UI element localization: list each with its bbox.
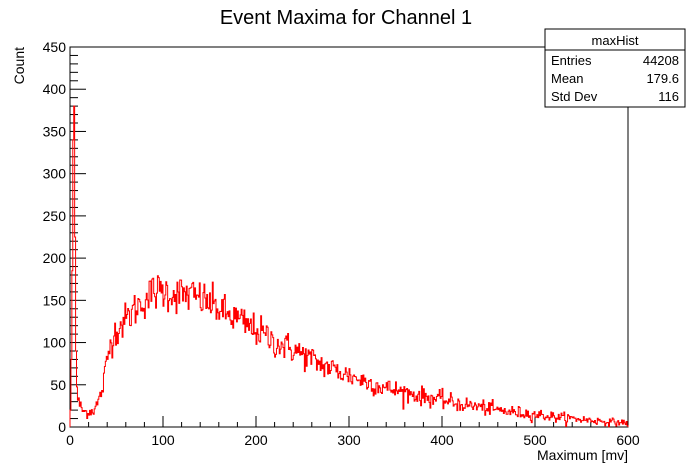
y-tick-label: 0 — [58, 419, 66, 435]
stats-box: maxHist Entries 44208 Mean 179.6 Std Dev… — [544, 28, 686, 108]
x-tick-label: 0 — [66, 432, 74, 448]
x-tick-label: 500 — [523, 432, 547, 448]
y-tick-label: 350 — [43, 123, 67, 139]
y-tick-label: 100 — [43, 335, 67, 351]
chart-title: Event Maxima for Channel 1 — [220, 7, 472, 29]
y-tick-label: 450 — [43, 39, 67, 55]
stats-stddev-value: 116 — [658, 89, 679, 104]
axis-tick-labels: 0 100 200 300 400 500 600 0 50 100 150 200 250 300 350… — [43, 39, 640, 448]
x-axis-label: Maximum [mv] — [537, 447, 628, 463]
stats-entries-label: Entries — [551, 53, 592, 68]
x-tick-label: 100 — [151, 432, 175, 448]
x-tick-label: 600 — [616, 432, 640, 448]
axis-ticks — [69, 46, 629, 428]
x-tick-label: 400 — [430, 432, 454, 448]
stats-mean-value: 179.6 — [646, 71, 679, 86]
stats-box-frame — [544, 28, 686, 108]
stats-stddev-label: Std Dev — [551, 89, 598, 104]
stats-box-title: maxHist — [592, 33, 639, 48]
x-tick-label: 300 — [337, 432, 361, 448]
y-tick-label: 400 — [43, 81, 67, 97]
y-axis-label: Count — [11, 47, 27, 84]
stats-entries-value: 44208 — [643, 53, 679, 68]
histogram-series-line — [69, 105, 629, 428]
y-tick-label: 300 — [43, 166, 67, 182]
stats-mean-label: Mean — [551, 71, 584, 86]
x-tick-label: 200 — [244, 432, 268, 448]
y-tick-label: 50 — [50, 377, 66, 393]
y-tick-label: 200 — [43, 250, 67, 266]
y-tick-label: 150 — [43, 292, 67, 308]
y-tick-label: 250 — [43, 208, 67, 224]
